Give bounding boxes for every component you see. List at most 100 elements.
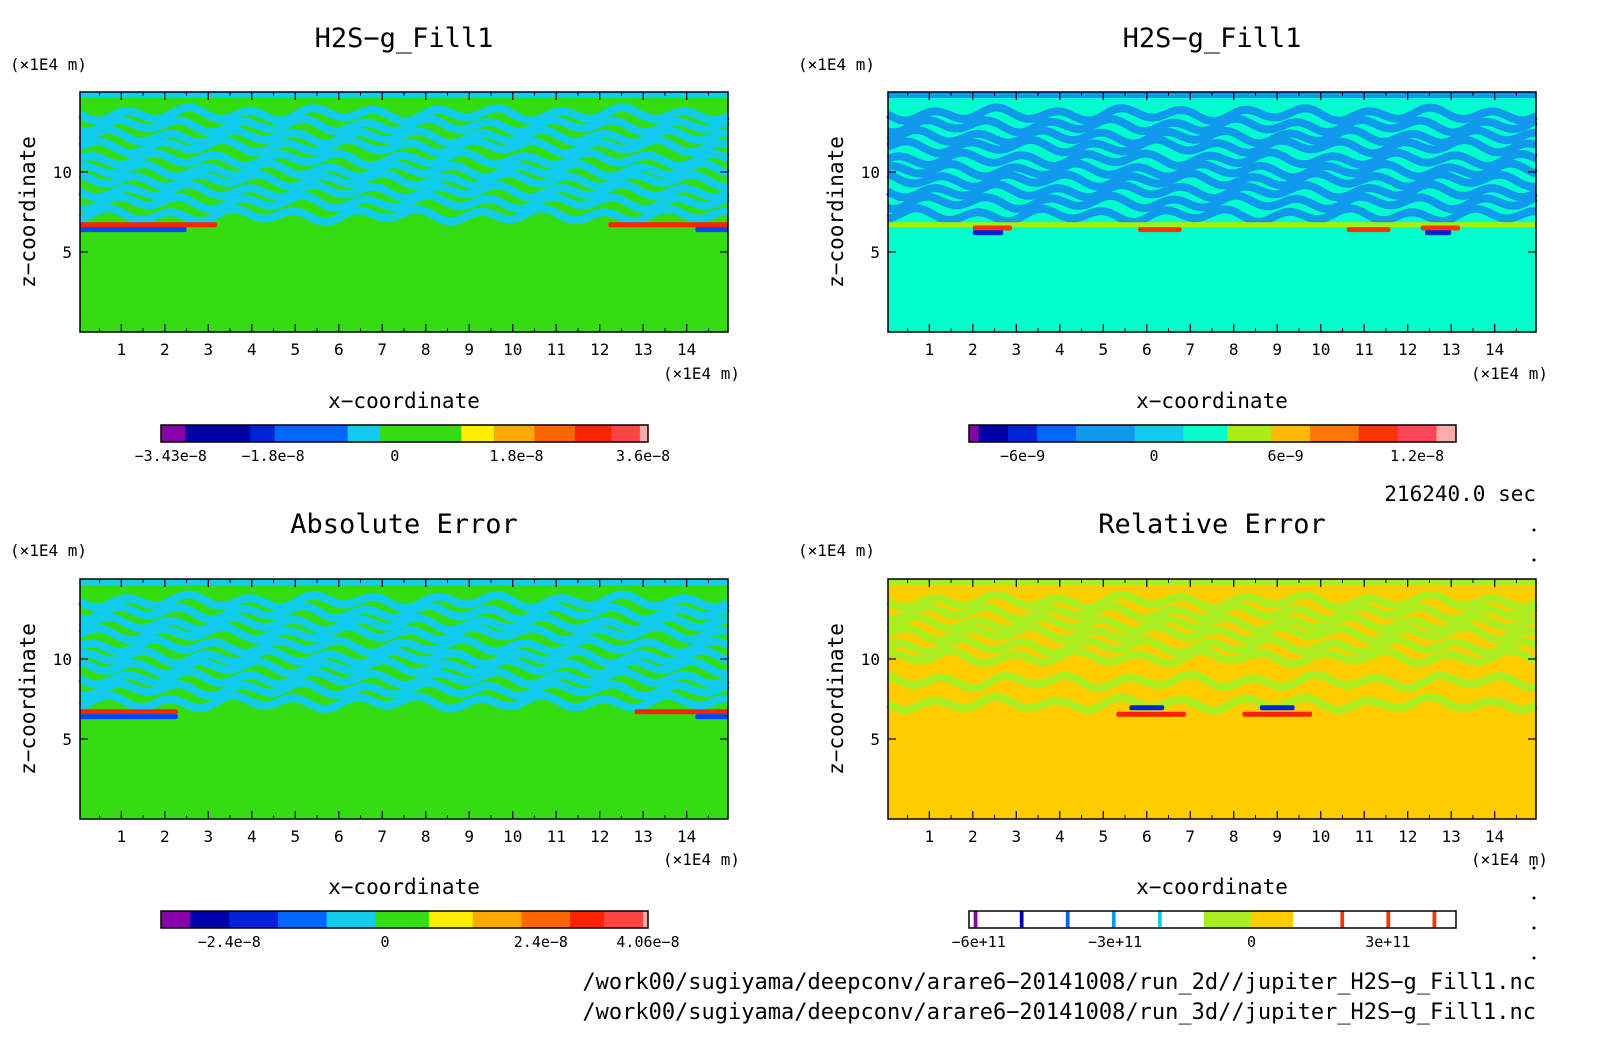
colorbar-swatch	[1037, 425, 1077, 442]
extreme-feature	[634, 709, 728, 715]
contour-band	[78, 622, 729, 645]
contour-band	[887, 114, 1538, 137]
dot-marker	[1532, 926, 1536, 930]
x-unit-label: (×1E4 m)	[663, 364, 740, 383]
x-tick-label: 2	[160, 340, 170, 359]
colorbar-swatch	[969, 425, 980, 442]
colorbar-swatch	[574, 425, 612, 442]
colorbar-tick-label: 0	[1247, 933, 1256, 951]
colorbar-frame	[160, 424, 649, 443]
dot-marker	[1532, 956, 1536, 960]
colorbar-swatch	[1115, 911, 1159, 928]
y-tick-label: 5	[870, 243, 880, 262]
x-tick-label: 7	[1185, 827, 1195, 846]
x-tick-label: 11	[547, 340, 566, 359]
x-tick-label: 7	[377, 827, 387, 846]
extreme-feature	[1116, 711, 1186, 717]
x-tick-label: 3	[1011, 340, 1021, 359]
x-tick-label: 10	[1311, 340, 1330, 359]
contour-band	[79, 678, 730, 701]
x-tick-label: 13	[1442, 340, 1461, 359]
contour-band	[78, 204, 729, 227]
colorbar-swatch	[380, 425, 462, 442]
x-tick-label: 11	[547, 827, 566, 846]
x-tick-label: 1	[116, 340, 126, 359]
contour-band	[78, 169, 728, 191]
colorbar-swatch	[185, 425, 251, 442]
x-tick-label: 2	[968, 827, 978, 846]
contour-band	[887, 191, 1538, 214]
colorbar-tick-label: 3.6e−8	[616, 447, 670, 465]
x-unit-label: (×1E4 m)	[1471, 364, 1548, 383]
colorbar-swatch	[461, 425, 495, 442]
x-tick-label: 3	[1011, 827, 1021, 846]
contour-band	[79, 601, 730, 624]
extreme-feature	[1425, 230, 1452, 236]
x-tick-label: 14	[677, 340, 696, 359]
x-axis-label: x−coordinate	[1136, 875, 1288, 899]
x-tick-label: 12	[1398, 827, 1417, 846]
y-unit-label: (×1E4 m)	[10, 541, 87, 560]
y-axis-label: z−coordinate	[824, 136, 848, 288]
colorbar: −2.4e−8 0 2.4e−8 4.06e−8	[160, 910, 680, 951]
contour-band	[886, 180, 1538, 203]
dot-marker	[1532, 528, 1536, 532]
x-tick-label: 10	[1311, 827, 1330, 846]
extreme-feature	[888, 222, 1536, 228]
colorbar-tick-label: 3e+11	[1365, 933, 1410, 951]
y-tick-labels: 10 5	[53, 650, 72, 749]
colorbar-swatch	[190, 911, 230, 928]
y-tick-labels: 10 5	[53, 163, 72, 262]
contour-band	[78, 612, 729, 635]
extreme-feature	[1242, 711, 1313, 717]
contour-band	[78, 103, 730, 126]
colorbar-tick-label: −3.43e−8	[135, 447, 207, 465]
colorbar-swatch	[161, 911, 191, 928]
colorbar-tick-label: 2.4e−8	[514, 933, 568, 951]
y-tick-label: 10	[53, 650, 72, 669]
x-tick-label: 13	[634, 827, 653, 846]
colorbar-tick-label: −3e+11	[1088, 933, 1142, 951]
colorbar-swatch	[161, 425, 186, 442]
contour-band	[886, 135, 1537, 158]
colorbar-swatch	[639, 425, 649, 442]
heatmap-plot	[78, 578, 730, 820]
x-tick-label: 5	[290, 827, 300, 846]
contour-band	[886, 635, 1538, 658]
contour-band	[887, 646, 1538, 669]
contour-band	[79, 114, 730, 137]
contour-band	[886, 204, 1537, 227]
contour-band	[887, 601, 1538, 624]
panel-title: Absolute Error	[290, 509, 518, 540]
colorbar-swatch	[1069, 911, 1113, 928]
x-tick-labels: 1 2 3 4 5 6 7 8 9 10 11 12 13 14	[116, 827, 696, 846]
colorbar-swatch	[534, 425, 576, 442]
extreme-feature	[80, 227, 187, 233]
x-tick-label: 12	[590, 340, 609, 359]
colorbar-swatch	[611, 425, 641, 442]
colorbar-swatch	[1293, 911, 1341, 928]
contour-band	[886, 169, 1536, 191]
x-tick-label: 4	[247, 340, 257, 359]
y-tick-label: 10	[861, 650, 880, 669]
extreme-feature	[972, 225, 1012, 231]
contour-band	[886, 125, 1537, 148]
colorbar-swatch	[1183, 425, 1228, 442]
colorbar-tick-label: −1.8e−8	[241, 447, 304, 465]
panel-title: H2S−g_Fill1	[315, 23, 494, 54]
y-axis-label: z−coordinate	[16, 136, 40, 288]
extreme-feature	[1346, 227, 1391, 233]
colorbar-tick-label: 0	[390, 447, 399, 465]
dot-marker	[1532, 896, 1536, 900]
x-tick-label: 2	[968, 340, 978, 359]
extreme-feature	[80, 709, 178, 715]
contour-band	[78, 635, 730, 658]
y-tick-labels: 10 5	[861, 650, 880, 749]
x-tick-label: 7	[377, 340, 387, 359]
colorbar-swatch	[1397, 425, 1438, 442]
x-tick-label: 10	[503, 827, 522, 846]
dot-marker	[1532, 866, 1536, 870]
contour-band	[78, 691, 729, 714]
